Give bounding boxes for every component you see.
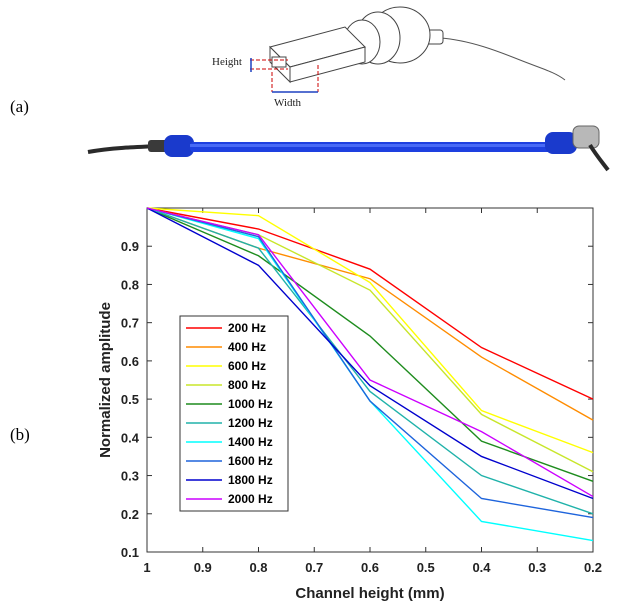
panel-label-a: (a) (10, 97, 29, 116)
legend-box (179, 315, 289, 512)
x-tick-label: 0.4 (472, 560, 491, 575)
legend-entry: 400 Hz (228, 340, 266, 354)
tube-photo (87, 125, 610, 172)
series-line-600-hz (146, 207, 594, 454)
y-tick-label: 0.8 (121, 277, 139, 292)
x-axis-title: Channel height (mm) (295, 585, 444, 602)
legend-entry: 1800 Hz (228, 473, 273, 487)
legend: 200 Hz 400 Hz 600 Hz 800 Hz 1000 Hz 1200 Hz 14… (179, 315, 289, 512)
series-line-2000-hz (146, 207, 594, 498)
series-line-1800-hz (146, 207, 594, 500)
series-lines (146, 207, 594, 542)
y-tick-label: 0.3 (121, 469, 139, 484)
x-tick-labels: 1 0.9 0.8 0.7 0.6 0.5 0.4 0.3 0.2 (143, 560, 602, 575)
series-line-200-hz (146, 207, 594, 400)
legend-entry: 2000 Hz (228, 492, 273, 506)
legend-entry: 1400 Hz (228, 435, 273, 449)
y-tick-label: 0.4 (121, 430, 140, 445)
tick-marks (146, 208, 594, 553)
series-line-1200-hz (146, 207, 594, 515)
y-tick-label: 0.5 (121, 392, 139, 407)
x-tick-label: 0.8 (249, 560, 267, 575)
y-tick-labels: 0.1 0.2 0.3 0.4 0.5 0.6 0.7 0.8 0.9 (121, 239, 140, 560)
series-line-1600-hz (146, 207, 594, 519)
legend-entry: 1000 Hz (228, 397, 273, 411)
height-label: Height (212, 56, 242, 68)
legend-entry: 200 Hz (228, 321, 266, 335)
legend-entry: 1600 Hz (228, 454, 273, 468)
series-line-1000-hz (146, 207, 594, 482)
panel-label-b: (b) (10, 425, 30, 444)
legend-entry: 800 Hz (228, 378, 266, 392)
x-tick-label: 0.5 (417, 560, 435, 575)
x-tick-label: 0.3 (528, 560, 546, 575)
legend-entry: 1200 Hz (228, 416, 273, 430)
x-tick-label: 0.2 (584, 560, 602, 575)
legend-entry: 600 Hz (228, 359, 266, 373)
width-label: Width (274, 97, 302, 109)
y-tick-label: 0.2 (121, 507, 139, 522)
y-tick-label: 0.1 (121, 545, 139, 560)
x-tick-label: 1 (143, 560, 150, 575)
x-tick-label: 0.9 (194, 560, 212, 575)
y-tick-label: 0.9 (121, 239, 139, 254)
waveguide-illustration (87, 6, 610, 172)
x-tick-label: 0.6 (361, 560, 379, 575)
x-tick-label: 0.7 (305, 560, 323, 575)
transducer-sketch (250, 6, 566, 93)
y-axis-title: Normalized amplitude (97, 302, 114, 458)
y-tick-label: 0.6 (121, 354, 139, 369)
y-tick-label: 0.7 (121, 316, 139, 331)
